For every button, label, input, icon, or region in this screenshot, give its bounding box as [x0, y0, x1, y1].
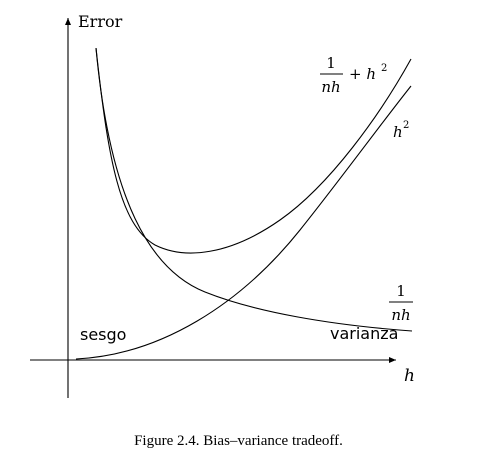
- variance-label-numerator: 1: [396, 282, 406, 300]
- bias-squared-curve: [76, 86, 411, 359]
- total-error-label: 1 nh + h 2: [320, 54, 387, 96]
- variance-curve: [96, 48, 412, 331]
- bias-squared-label: h 2: [393, 120, 409, 141]
- y-axis-label: Error: [78, 12, 123, 31]
- total-label-denominator: nh: [321, 78, 340, 96]
- variance-fraction-label: 1 nh: [389, 282, 413, 324]
- bias-squared-label-base: h: [393, 123, 403, 141]
- x-axis-label: h: [404, 366, 415, 386]
- varianza-label: varianza: [330, 324, 398, 343]
- variance-label-denominator: nh: [391, 306, 410, 324]
- total-label-numerator: 1: [326, 54, 336, 72]
- total-label-plus-h: + h: [349, 65, 376, 83]
- bias-squared-label-exponent: 2: [403, 120, 409, 131]
- total-label-exponent: 2: [381, 63, 387, 74]
- figure-caption: Figure 2.4. Bias–variance tradeoff.: [0, 433, 477, 450]
- sesgo-label: sesgo: [80, 325, 126, 344]
